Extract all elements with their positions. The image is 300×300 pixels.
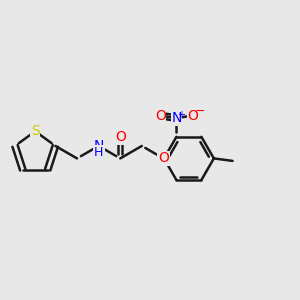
Text: N: N [93, 139, 104, 153]
Text: O: O [155, 109, 166, 123]
Text: O: O [187, 109, 198, 123]
Text: +: + [177, 110, 185, 120]
Text: −: − [194, 105, 205, 118]
Text: O: O [115, 130, 126, 144]
Text: S: S [31, 124, 40, 138]
Text: N: N [171, 111, 182, 125]
Text: H: H [94, 146, 103, 159]
Text: O: O [158, 152, 169, 165]
